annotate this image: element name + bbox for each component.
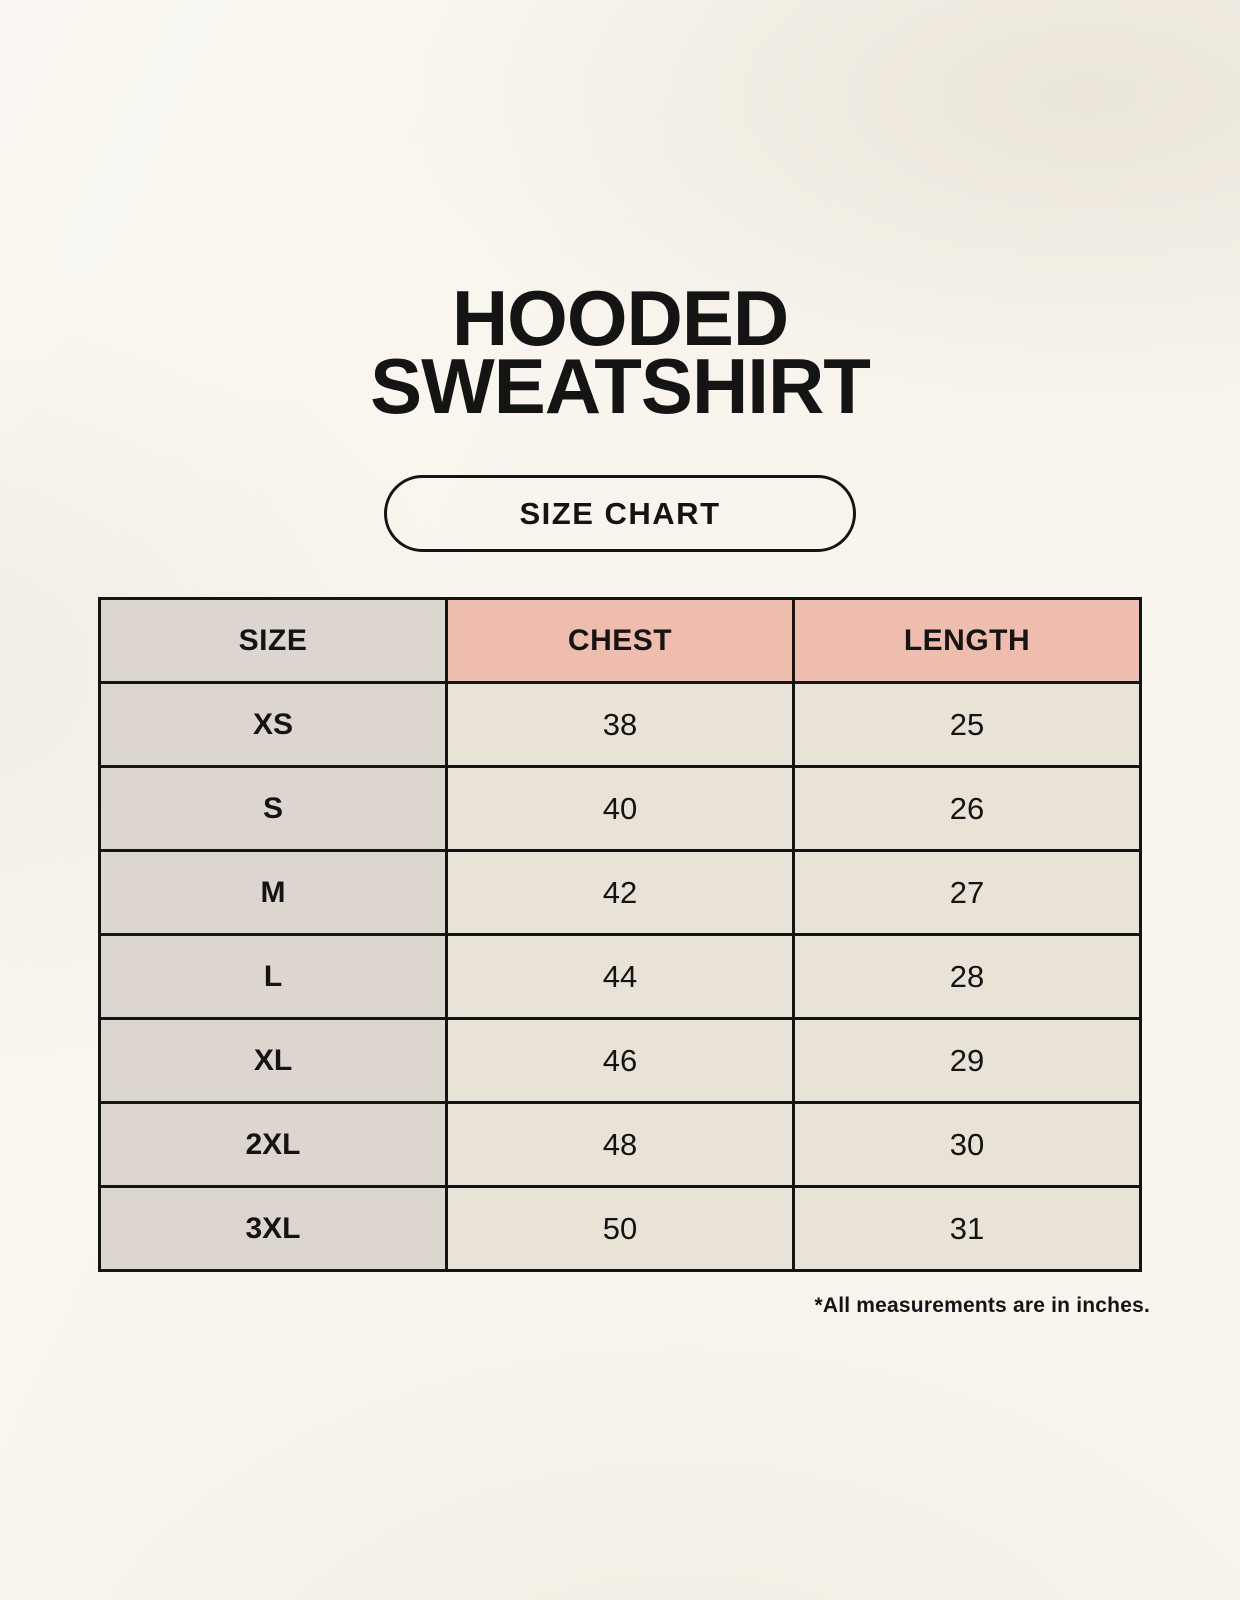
- chest-cell: 46: [445, 1017, 795, 1104]
- column-header-length: LENGTH: [792, 597, 1142, 684]
- length-cell: 27: [792, 849, 1142, 936]
- length-cell: 31: [792, 1185, 1142, 1272]
- length-cell: 26: [792, 765, 1142, 852]
- header-row: SIZE CHEST LENGTH: [98, 597, 1142, 684]
- chest-cell: 38: [445, 681, 795, 768]
- chest-cell: 48: [445, 1101, 795, 1188]
- length-cell: 28: [792, 933, 1142, 1020]
- column-header-size: SIZE: [98, 597, 448, 684]
- size-cell: 3XL: [98, 1185, 448, 1272]
- size-cell: XS: [98, 681, 448, 768]
- size-chart-button[interactable]: SIZE CHART: [384, 475, 856, 552]
- table-row: 3XL 50 31: [98, 1185, 1142, 1272]
- chest-cell: 50: [445, 1185, 795, 1272]
- measurements-footnote: *All measurements are in inches.: [814, 1294, 1150, 1317]
- size-table-header: SIZE CHEST LENGTH: [98, 597, 1142, 684]
- length-cell: 29: [792, 1017, 1142, 1104]
- title-line-2: SWEATSHIRT: [370, 342, 871, 430]
- chest-cell: 44: [445, 933, 795, 1020]
- table-row: 2XL 48 30: [98, 1101, 1142, 1188]
- column-header-chest: CHEST: [445, 597, 795, 684]
- table-row: S 40 26: [98, 765, 1142, 852]
- length-cell: 25: [792, 681, 1142, 768]
- size-table-body: XS 38 25 S 40 26 M 42 27 L 44 28 XL 46 29 2XL 48 30 3XL 50 3…: [98, 681, 1142, 1272]
- size-cell: S: [98, 765, 448, 852]
- table-row: M 42 27: [98, 849, 1142, 936]
- size-chart-button-label: SIZE CHART: [519, 495, 721, 531]
- size-cell: 2XL: [98, 1101, 448, 1188]
- table-row: XS 38 25: [98, 681, 1142, 768]
- length-cell: 30: [792, 1101, 1142, 1188]
- title-line-1: HOODED: [451, 274, 789, 362]
- table-row: L 44 28: [98, 933, 1142, 1020]
- page-title: HOODED SWEATSHIRT: [0, 274, 1240, 430]
- size-cell: M: [98, 849, 448, 936]
- chest-cell: 42: [445, 849, 795, 936]
- chest-cell: 40: [445, 765, 795, 852]
- size-cell: L: [98, 933, 448, 1020]
- size-cell: XL: [98, 1017, 448, 1104]
- table-row: XL 46 29: [98, 1017, 1142, 1104]
- size-table: SIZE CHEST LENGTH XS 38 25 S 40 26 M 42 27 L 44 28 X…: [98, 597, 1142, 1272]
